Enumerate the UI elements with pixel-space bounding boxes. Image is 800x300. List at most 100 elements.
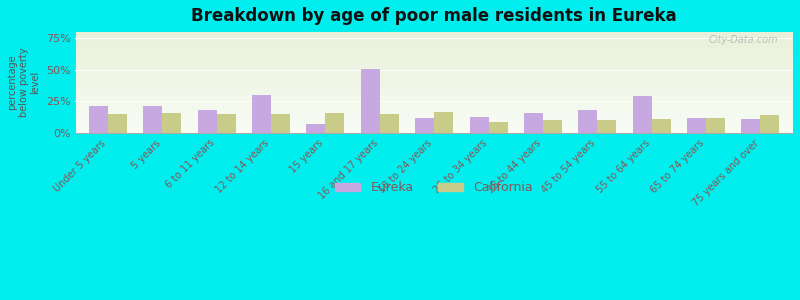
Bar [75,90,793,91]
Bar [633,96,652,133]
Bar [75,112,793,113]
Bar [75,35,793,36]
Bar [75,97,793,98]
Bar [415,118,434,133]
Bar [380,114,399,133]
Bar [489,122,507,133]
Bar [326,113,345,133]
Y-axis label: percentage
below poverty
level: percentage below poverty level [7,48,40,117]
Bar [75,110,793,111]
Bar [75,53,793,54]
Bar [75,91,793,92]
Bar [75,42,793,43]
Bar [75,104,793,105]
Bar [75,55,793,56]
Bar [75,43,793,44]
Bar [75,74,793,76]
Bar [75,52,793,53]
Bar [75,103,793,104]
Bar [75,45,793,46]
Bar [75,122,793,123]
Bar [75,87,793,88]
Bar [75,131,793,132]
Bar [761,115,779,133]
Bar [75,32,793,33]
Bar [198,110,217,133]
Bar [75,85,793,86]
Bar [75,128,793,129]
Bar [75,63,793,64]
Bar [75,49,793,50]
Bar [252,95,271,133]
Bar [75,108,793,109]
Bar [75,44,793,45]
Bar [75,76,793,77]
Bar [75,69,793,70]
Bar [75,58,793,59]
Bar [75,118,793,119]
Bar [75,115,793,116]
Bar [434,112,454,133]
Bar [75,72,793,74]
Bar [75,34,793,35]
Bar [524,113,543,133]
Bar [75,106,793,107]
Bar [75,50,793,51]
Bar [598,120,616,133]
Bar [75,94,793,96]
Bar [75,77,793,79]
Text: City-Data.com: City-Data.com [709,35,778,45]
Bar [75,98,793,99]
Bar [75,68,793,69]
Bar [75,129,793,130]
Bar [75,59,793,60]
Bar [75,47,793,48]
Bar [470,117,489,133]
Legend: Eureka, California: Eureka, California [330,176,538,200]
Bar [75,119,793,120]
Bar [75,127,793,128]
Bar [75,64,793,65]
Bar [652,119,670,133]
Bar [75,124,793,125]
Bar [543,120,562,133]
Bar [143,106,162,133]
Bar [75,111,793,112]
Bar [75,93,793,94]
Bar [75,123,793,124]
Bar [75,126,793,127]
Bar [75,130,793,131]
Bar [75,36,793,37]
Bar [706,118,725,133]
Bar [75,56,793,57]
Bar [75,57,793,58]
Bar [75,125,793,126]
Bar [75,99,793,100]
Bar [75,39,793,40]
Bar [75,62,793,63]
Bar [75,46,793,47]
Bar [75,41,793,42]
Bar [75,38,793,39]
Bar [75,54,793,55]
Bar [75,33,793,34]
Bar [361,69,380,133]
Bar [217,114,236,133]
Bar [75,107,793,108]
Bar [75,61,793,62]
Bar [75,105,793,106]
Bar [75,48,793,49]
Bar [75,85,793,87]
Bar [75,37,793,38]
Bar [108,114,127,133]
Title: Breakdown by age of poor male residents in Eureka: Breakdown by age of poor male residents … [191,7,677,25]
Bar [271,114,290,133]
Bar [75,60,793,61]
Bar [75,96,793,97]
Bar [75,116,793,117]
Bar [75,114,793,115]
Bar [687,118,706,133]
Bar [75,51,793,52]
Bar [162,113,182,133]
Bar [75,83,793,85]
